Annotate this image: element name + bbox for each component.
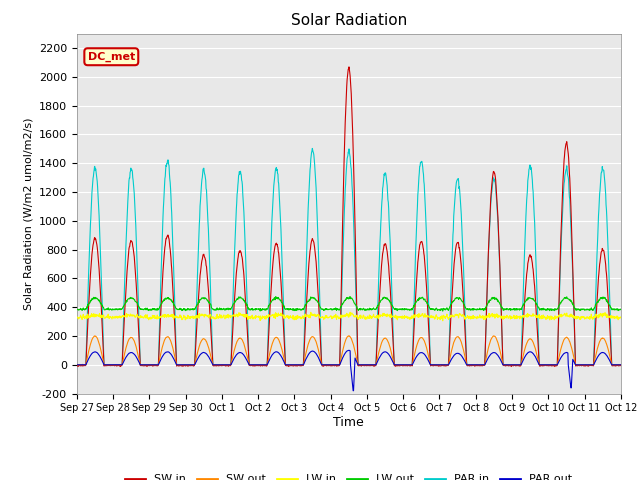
PAR out (255, 362, 262, 368)
SW in (434, 363, 442, 369)
Line: PAR out: PAR out (77, 350, 621, 391)
SW in (345, 64, 353, 70)
SW in (255, 362, 263, 368)
Legend: SW in, SW out, LW in, LW out, PAR in, PAR out: SW in, SW out, LW in, LW out, PAR in, PA… (121, 470, 577, 480)
LW out (434, 308, 442, 313)
LW in (505, 314, 513, 320)
PAR in (194, 264, 202, 269)
PAR out (194, 356, 202, 361)
X-axis label: Time: Time (333, 416, 364, 429)
LW out (73, 306, 81, 312)
PAR out (434, 362, 442, 368)
SW in (181, 363, 189, 369)
SW out (255, 362, 262, 368)
PAR in (617, 362, 625, 368)
Title: Solar Radiation: Solar Radiation (291, 13, 407, 28)
LW in (434, 316, 442, 322)
LW in (346, 309, 354, 315)
LW in (617, 314, 625, 320)
LW in (180, 315, 188, 321)
SW in (617, 363, 625, 369)
SW out (434, 362, 442, 368)
LW out (617, 307, 625, 312)
SW in (116, 363, 124, 369)
LW in (255, 313, 262, 319)
SW out (553, 362, 561, 368)
Text: DC_met: DC_met (88, 51, 135, 62)
SW out (617, 362, 625, 368)
SW in (195, 299, 202, 305)
SW out (180, 362, 188, 368)
LW out (553, 306, 561, 312)
LW out (439, 308, 447, 314)
Line: PAR in: PAR in (77, 148, 621, 365)
SW out (194, 349, 202, 355)
SW in (73, 363, 81, 369)
SW in (553, 363, 561, 369)
LW in (553, 314, 561, 320)
Line: LW in: LW in (77, 312, 621, 321)
PAR out (349, 388, 357, 394)
LW out (505, 306, 513, 312)
PAR in (255, 362, 262, 368)
SW out (505, 362, 513, 368)
Y-axis label: Solar Radiation (W/m2 umol/m2/s): Solar Radiation (W/m2 umol/m2/s) (23, 117, 33, 310)
PAR in (308, 145, 316, 151)
Line: LW out: LW out (77, 297, 621, 311)
SW in (505, 363, 513, 369)
PAR out (505, 362, 513, 368)
PAR out (180, 362, 188, 368)
LW out (194, 301, 202, 307)
SW out (73, 362, 81, 368)
Line: SW in: SW in (77, 67, 621, 366)
PAR in (434, 362, 442, 368)
PAR in (180, 362, 188, 368)
PAR in (505, 362, 513, 368)
PAR out (345, 348, 353, 353)
LW out (346, 294, 354, 300)
PAR in (553, 362, 561, 368)
PAR in (73, 362, 81, 368)
SW out (345, 333, 353, 338)
PAR out (553, 362, 561, 368)
PAR out (617, 362, 625, 368)
LW in (439, 318, 447, 324)
LW in (73, 314, 81, 320)
LW in (194, 315, 202, 321)
LW out (180, 307, 188, 312)
LW out (255, 306, 262, 312)
PAR out (73, 362, 81, 368)
Line: SW out: SW out (77, 336, 621, 365)
